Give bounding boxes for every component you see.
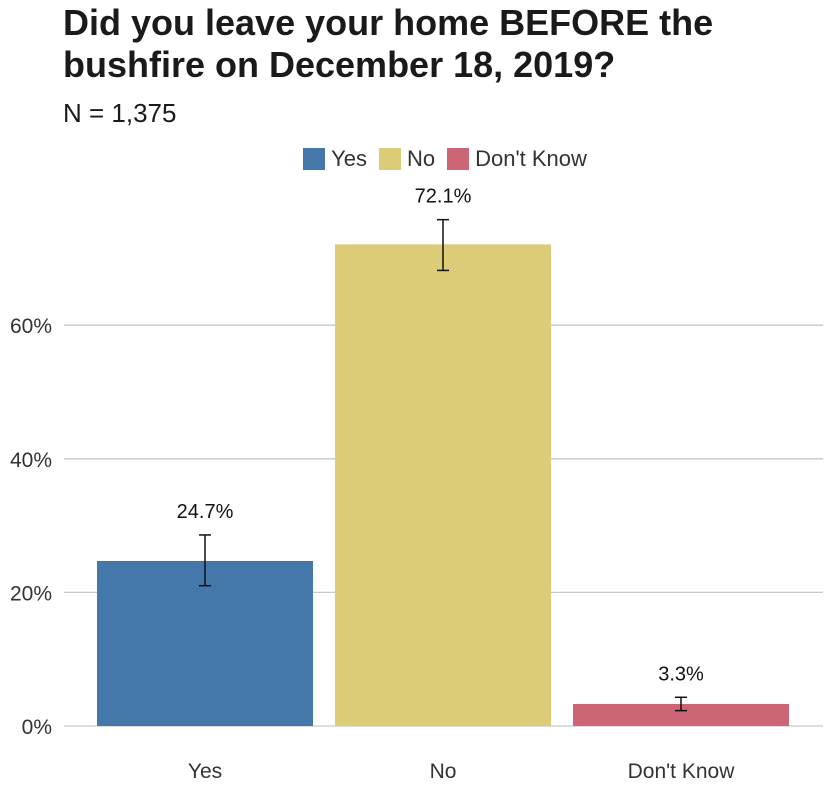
legend-label-dont-know: Don't Know xyxy=(475,146,587,171)
legend-swatch-yes xyxy=(303,148,326,170)
legend-label-yes: Yes xyxy=(331,146,367,171)
legend-item-yes: Yes xyxy=(303,146,367,172)
data-label-1: 72.1% xyxy=(415,186,472,208)
legend-swatch-dont-know xyxy=(447,148,470,170)
y-tick-label-60: 60% xyxy=(10,315,52,338)
legend-swatch-no xyxy=(378,148,401,170)
legend-label-no: No xyxy=(406,146,436,171)
bar-0 xyxy=(97,561,313,726)
x-tick-label-1: No xyxy=(430,760,457,783)
legend: Yes No Don't Know xyxy=(0,146,830,172)
bar-2 xyxy=(573,703,789,726)
y-tick-label-20: 20% xyxy=(10,582,52,605)
y-tick-label-0: 0% xyxy=(22,716,52,739)
legend-item-no: No xyxy=(378,146,436,172)
x-tick-label-2: Don't Know xyxy=(628,760,736,783)
chart-title-line-1: Did you leave your home BEFORE the xyxy=(63,2,714,43)
legend-item-dont-know: Don't Know xyxy=(447,146,587,172)
chart-title: Did you leave your home BEFORE the bushf… xyxy=(63,2,823,86)
y-tick-label-40: 40% xyxy=(10,449,52,472)
bar-1 xyxy=(335,244,551,726)
data-label-0: 24.7% xyxy=(177,501,234,523)
chart-subtitle: N = 1,375 xyxy=(63,98,177,128)
data-label-2: 3.3% xyxy=(658,663,704,685)
chart-title-line-2: bushfire on December 18, 2019? xyxy=(63,44,616,85)
x-tick-label-0: Yes xyxy=(188,760,222,783)
